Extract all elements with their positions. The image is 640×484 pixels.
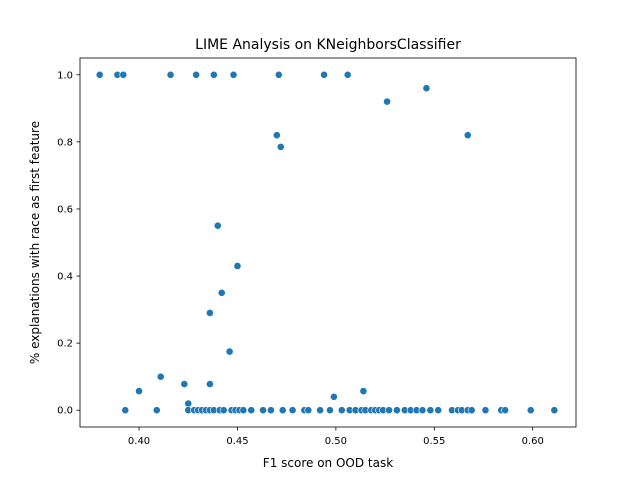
data-point (304, 406, 313, 415)
data-point (343, 70, 352, 79)
data-point (501, 406, 510, 415)
data-point (418, 406, 427, 415)
data-point (119, 70, 128, 79)
data-point (526, 406, 535, 415)
data-point (392, 406, 401, 415)
data-point (267, 406, 275, 415)
data-point (180, 380, 189, 388)
y-tick-label: 0.4 (57, 272, 73, 283)
data-point (152, 406, 161, 415)
data-points (95, 70, 559, 415)
x-tick-label: 0.60 (522, 436, 544, 447)
data-point (422, 84, 431, 93)
y-axis-label: % explanations with race as first featur… (28, 121, 42, 364)
y-tick-label: 0.6 (57, 204, 73, 215)
data-point (330, 392, 338, 401)
data-point (316, 406, 325, 415)
axis-ticks: 0.40 0.45 0.50 0.55 0.60 0.0 0.2 0.4 0.6 0.8 1.0 (57, 70, 544, 447)
data-point (121, 406, 130, 415)
y-tick-label: 1.0 (57, 70, 73, 81)
data-point (156, 372, 165, 381)
data-point (326, 406, 334, 415)
data-point (206, 309, 214, 317)
data-point (95, 70, 104, 79)
data-point (166, 70, 175, 79)
y-tick-label: 0.0 (57, 406, 73, 417)
data-point (229, 70, 238, 79)
plot-frame (79, 57, 577, 428)
data-point (434, 406, 443, 415)
x-tick-label: 0.55 (423, 436, 445, 447)
data-point (337, 406, 346, 415)
data-point (320, 70, 328, 79)
x-tick-label: 0.40 (128, 436, 150, 447)
data-point (383, 97, 391, 106)
data-point (259, 406, 267, 415)
data-point (272, 131, 281, 140)
data-point (274, 70, 283, 79)
data-point (239, 406, 248, 415)
data-point (247, 406, 256, 415)
data-point (217, 288, 226, 297)
data-point (206, 380, 214, 388)
data-point (135, 387, 143, 396)
data-point (233, 262, 242, 270)
data-point (426, 406, 435, 415)
x-axis-label: F1 score on OOD task (263, 456, 393, 470)
x-tick-label: 0.50 (325, 436, 347, 447)
data-point (184, 399, 193, 408)
data-point (278, 406, 287, 415)
data-point (209, 70, 218, 79)
x-tick-label: 0.45 (226, 436, 248, 447)
y-tick-label: 0.2 (57, 339, 73, 350)
data-point (385, 406, 393, 415)
y-tick-label: 0.8 (57, 137, 73, 148)
data-point (481, 406, 490, 415)
data-point (359, 387, 368, 396)
data-point (225, 347, 234, 356)
data-point (192, 70, 201, 79)
data-point (219, 406, 228, 415)
data-point (550, 406, 559, 415)
data-point (463, 131, 472, 140)
data-point (288, 406, 297, 415)
data-point (467, 406, 476, 415)
data-point (276, 142, 285, 151)
data-point (213, 221, 222, 230)
chart-title: LIME Analysis on KNeighborsClassifier (195, 37, 461, 53)
